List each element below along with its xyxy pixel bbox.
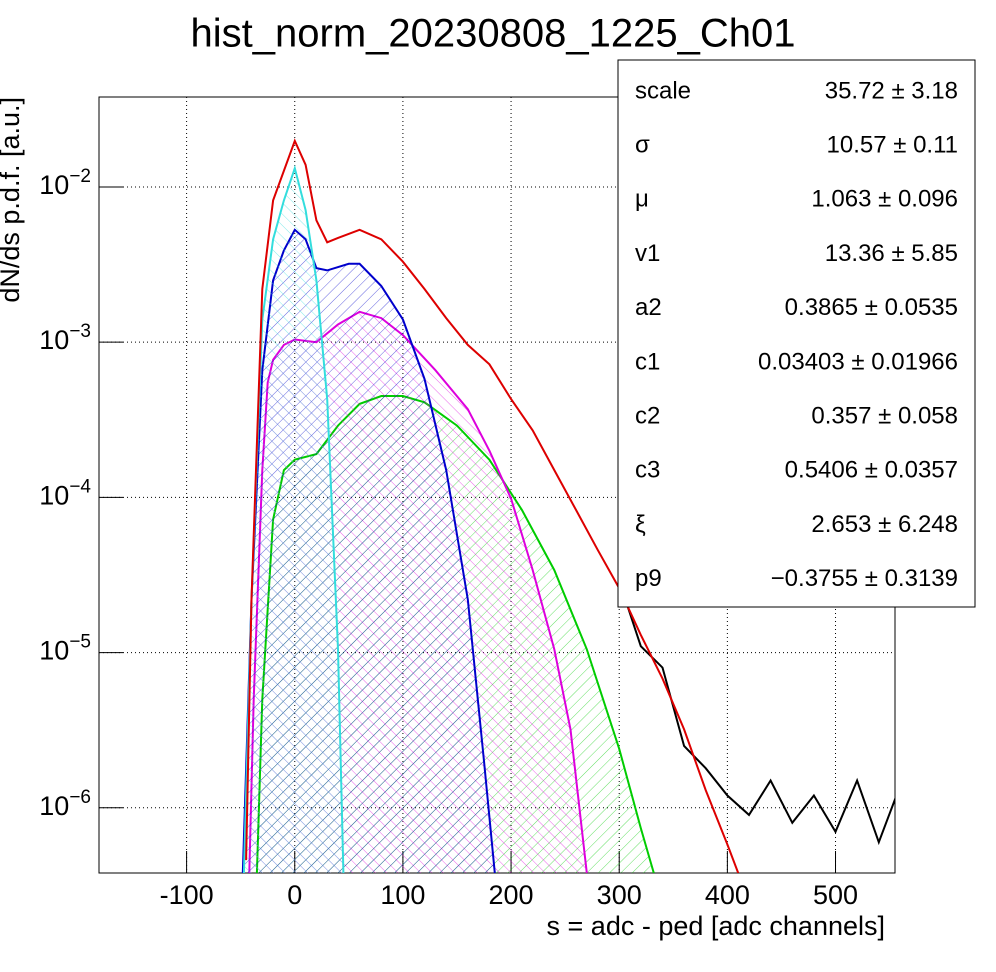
x-tick-label: -100 [160,880,214,910]
stat-value: 13.36 ± 5.85 [825,240,958,267]
chart-title: hist_norm_20230808_1225_Ch01 [191,12,796,56]
hatch-fill [243,168,344,873]
x-axis-label: s = adc - ped [adc channels] [547,911,885,941]
stat-name: c3 [635,457,660,484]
stat-value: 0.3865 ± 0.0535 [785,294,958,321]
stat-name: p9 [635,565,662,592]
y-tick-label: 10−3 [39,321,91,355]
y-axis-label: dN/ds p.d.f. [a.u.] [0,97,25,303]
stat-value: 10.57 ± 0.11 [827,132,959,159]
y-tick-label: 10−2 [39,166,91,200]
stat-name: ξ [635,511,646,538]
x-tick-label: 500 [813,880,858,910]
stat-value: 0.5406 ± 0.0357 [785,457,958,484]
x-tick-label: 100 [380,880,425,910]
stat-value: 2.653 ± 6.248 [811,511,958,538]
plot-area [241,138,895,873]
stat-value: 0.03403 ± 0.01966 [758,348,958,375]
stat-value: 35.72 ± 3.18 [825,77,958,104]
stat-name: μ [635,186,649,213]
x-tick-label: 200 [489,880,534,910]
y-tick-label: 10−6 [39,787,91,821]
x-tick-label: 400 [705,880,750,910]
stat-name: scale [635,77,691,104]
stat-value: −0.3755 ± 0.3139 [771,565,958,592]
stat-name: c2 [635,403,660,430]
y-tick-label: 10−5 [39,632,91,666]
x-tick-label: 0 [287,880,302,910]
stat-name: v1 [635,240,660,267]
y-tick-label: 10−4 [39,476,91,510]
curve [245,138,740,873]
curve [618,580,895,846]
stat-name: a2 [635,294,662,321]
stat-value: 1.063 ± 0.096 [811,186,958,213]
x-tick-label: 300 [597,880,642,910]
stat-name: c1 [635,348,660,375]
stat-value: 0.357 ± 0.058 [811,403,958,430]
stats-box [617,59,976,608]
stat-name: σ [635,132,650,159]
